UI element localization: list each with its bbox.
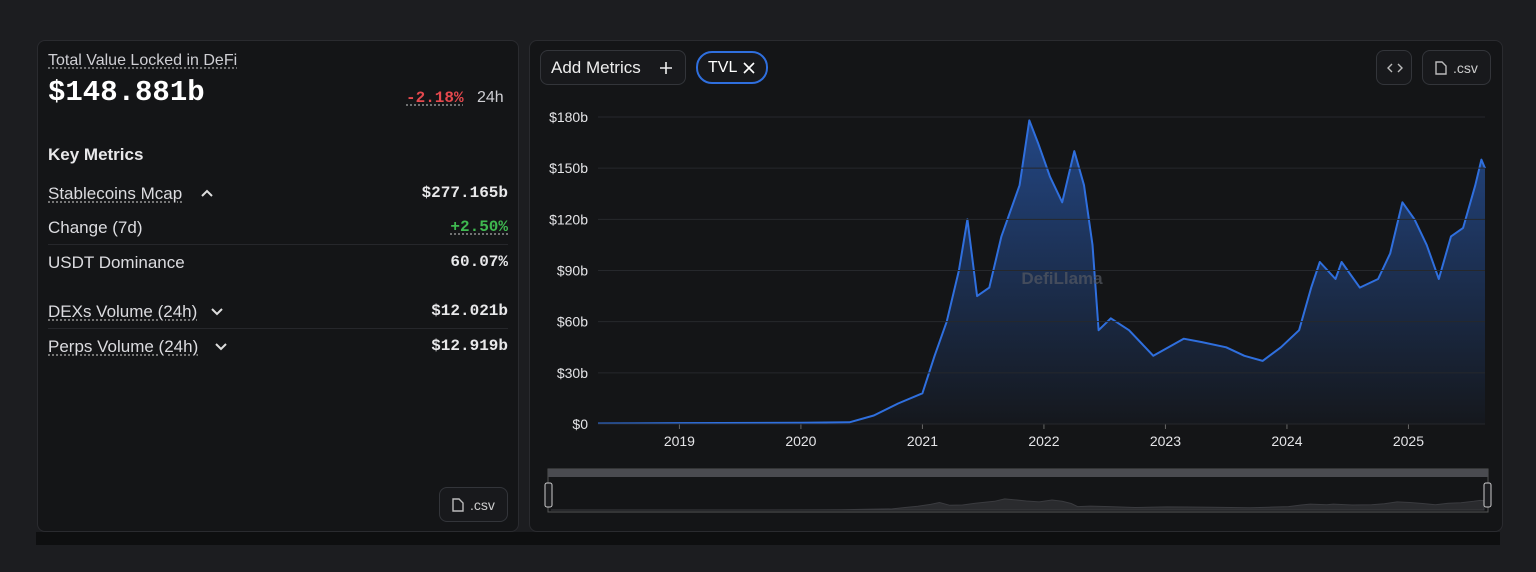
x-tick-label: 2020	[785, 433, 816, 449]
chevron-down	[211, 308, 223, 316]
tvl-title: Total Value Locked in DeFi	[48, 52, 238, 69]
y-tick-label: $180b	[549, 109, 588, 125]
csv-button[interactable]: .csv	[1422, 50, 1491, 85]
close-icon	[743, 62, 755, 74]
area-fill	[598, 120, 1485, 425]
metric-row: USDT Dominance 60.07%	[48, 245, 508, 279]
slider-handle[interactable]	[544, 482, 553, 508]
y-tick-label: $150b	[549, 160, 588, 176]
file-icon	[452, 498, 464, 512]
area-line	[597, 119, 1486, 425]
metric-value: 60.07%	[450, 253, 508, 271]
y-tick-label: $120b	[549, 211, 588, 227]
x-tick-label: 2023	[1150, 433, 1181, 449]
y-tick-label: $90b	[557, 263, 588, 279]
y-tick-label: $0	[572, 416, 588, 432]
metric-value: $12.021b	[431, 302, 508, 320]
add-metrics-label: Add Metrics	[551, 58, 641, 77]
change-period: 24h	[477, 89, 504, 106]
add-metrics-button[interactable]: Add Metrics	[540, 50, 686, 85]
slider-handle[interactable]	[1483, 482, 1492, 508]
csv-label: .csv	[470, 497, 495, 513]
left-panel	[37, 40, 519, 532]
metric-label: DEXs Volume (24h)	[48, 302, 198, 321]
bottom-strip	[36, 532, 1500, 545]
x-tick-label: 2025	[1393, 433, 1424, 449]
metric-row: Change (7d) +2.50%	[48, 210, 508, 245]
code-icon	[1387, 63, 1403, 73]
tvl-value: $148.881b	[48, 76, 205, 109]
tvl-chip[interactable]: TVL	[696, 51, 768, 84]
file-icon	[1435, 61, 1447, 75]
metric-value: $277.165b	[421, 184, 508, 202]
metric-row[interactable]: Stablecoins Mcap $277.165b	[48, 176, 508, 210]
key-metrics-title: Key Metrics	[48, 145, 144, 164]
chevron-down	[215, 343, 227, 351]
tvl-chip-label: TVL	[708, 59, 738, 76]
x-tick-label: 2024	[1271, 433, 1302, 449]
csv-label: .csv	[1453, 60, 1478, 76]
y-tick-label: $60b	[557, 314, 588, 330]
metric-value: $12.919b	[431, 337, 508, 355]
plus-icon	[660, 62, 672, 74]
metric-label: Change (7d)	[48, 218, 143, 237]
chevron-up	[201, 189, 213, 197]
csv-button[interactable]: .csv	[439, 487, 508, 522]
metric-label: Stablecoins Mcap	[48, 184, 183, 203]
metric-label: USDT Dominance	[48, 253, 185, 272]
metric-value: +2.50%	[450, 218, 508, 236]
slider-bar[interactable]	[548, 469, 1488, 477]
y-tick-label: $30b	[557, 365, 588, 381]
metric-label: Perps Volume (24h)	[48, 337, 199, 356]
embed-button[interactable]	[1376, 50, 1412, 85]
metric-row[interactable]: Perps Volume (24h) $12.919b	[48, 329, 508, 363]
x-tick-label: 2019	[664, 433, 695, 449]
x-tick-label: 2021	[907, 433, 938, 449]
tvl-change: -2.18%	[406, 89, 464, 107]
x-tick-label: 2022	[1028, 433, 1059, 449]
overview-area	[551, 498, 1485, 511]
metric-row[interactable]: DEXs Volume (24h) $12.021b	[48, 294, 508, 329]
watermark: DefiLlama	[1021, 269, 1103, 288]
